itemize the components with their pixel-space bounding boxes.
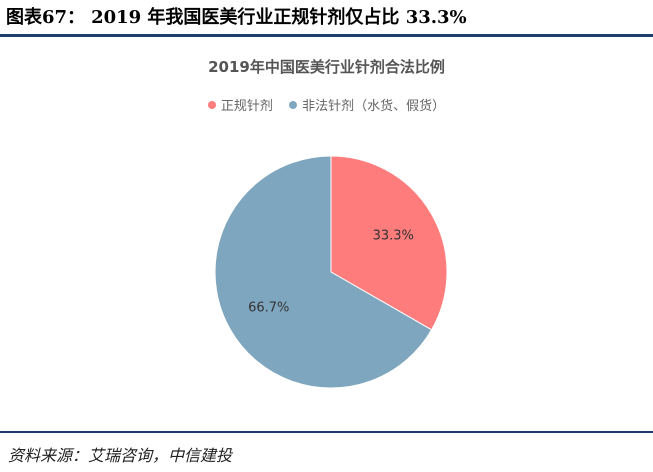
legend-swatch-illegal: [289, 101, 298, 109]
top-rule: [0, 34, 653, 37]
source-note: 资料来源：艾瑞咨询，中信建投: [8, 446, 233, 465]
legend-swatch-legal: [207, 101, 216, 109]
legend-label-illegal: 非法针剂（水货、假货）: [302, 99, 446, 114]
figure-title-text: 2019 年我国医美行业正规针剂仅占比 33.3%: [91, 7, 467, 28]
pie-data-label-1: 66.7%: [248, 301, 289, 316]
legend-item-legal: 正规针剂: [207, 95, 273, 114]
legend-item-illegal: 非法针剂（水货、假货）: [289, 95, 445, 114]
pie-slice-1: [214, 155, 433, 389]
chart-legend: 正规针剂 非法针剂（水货、假货）: [0, 95, 653, 114]
legend-label-legal: 正规针剂: [220, 99, 273, 114]
figure-label: 图表67：: [6, 7, 86, 28]
chart-title: 2019年中国医美行业针剂合法比例: [208, 58, 445, 76]
pie-slice-0: [330, 155, 448, 331]
pie-data-label-0: 33.3%: [373, 228, 414, 243]
bottom-rule: [0, 431, 653, 433]
figure-title: 图表67： 2019 年我国医美行业正规针剂仅占比 33.3%: [4, 5, 467, 31]
